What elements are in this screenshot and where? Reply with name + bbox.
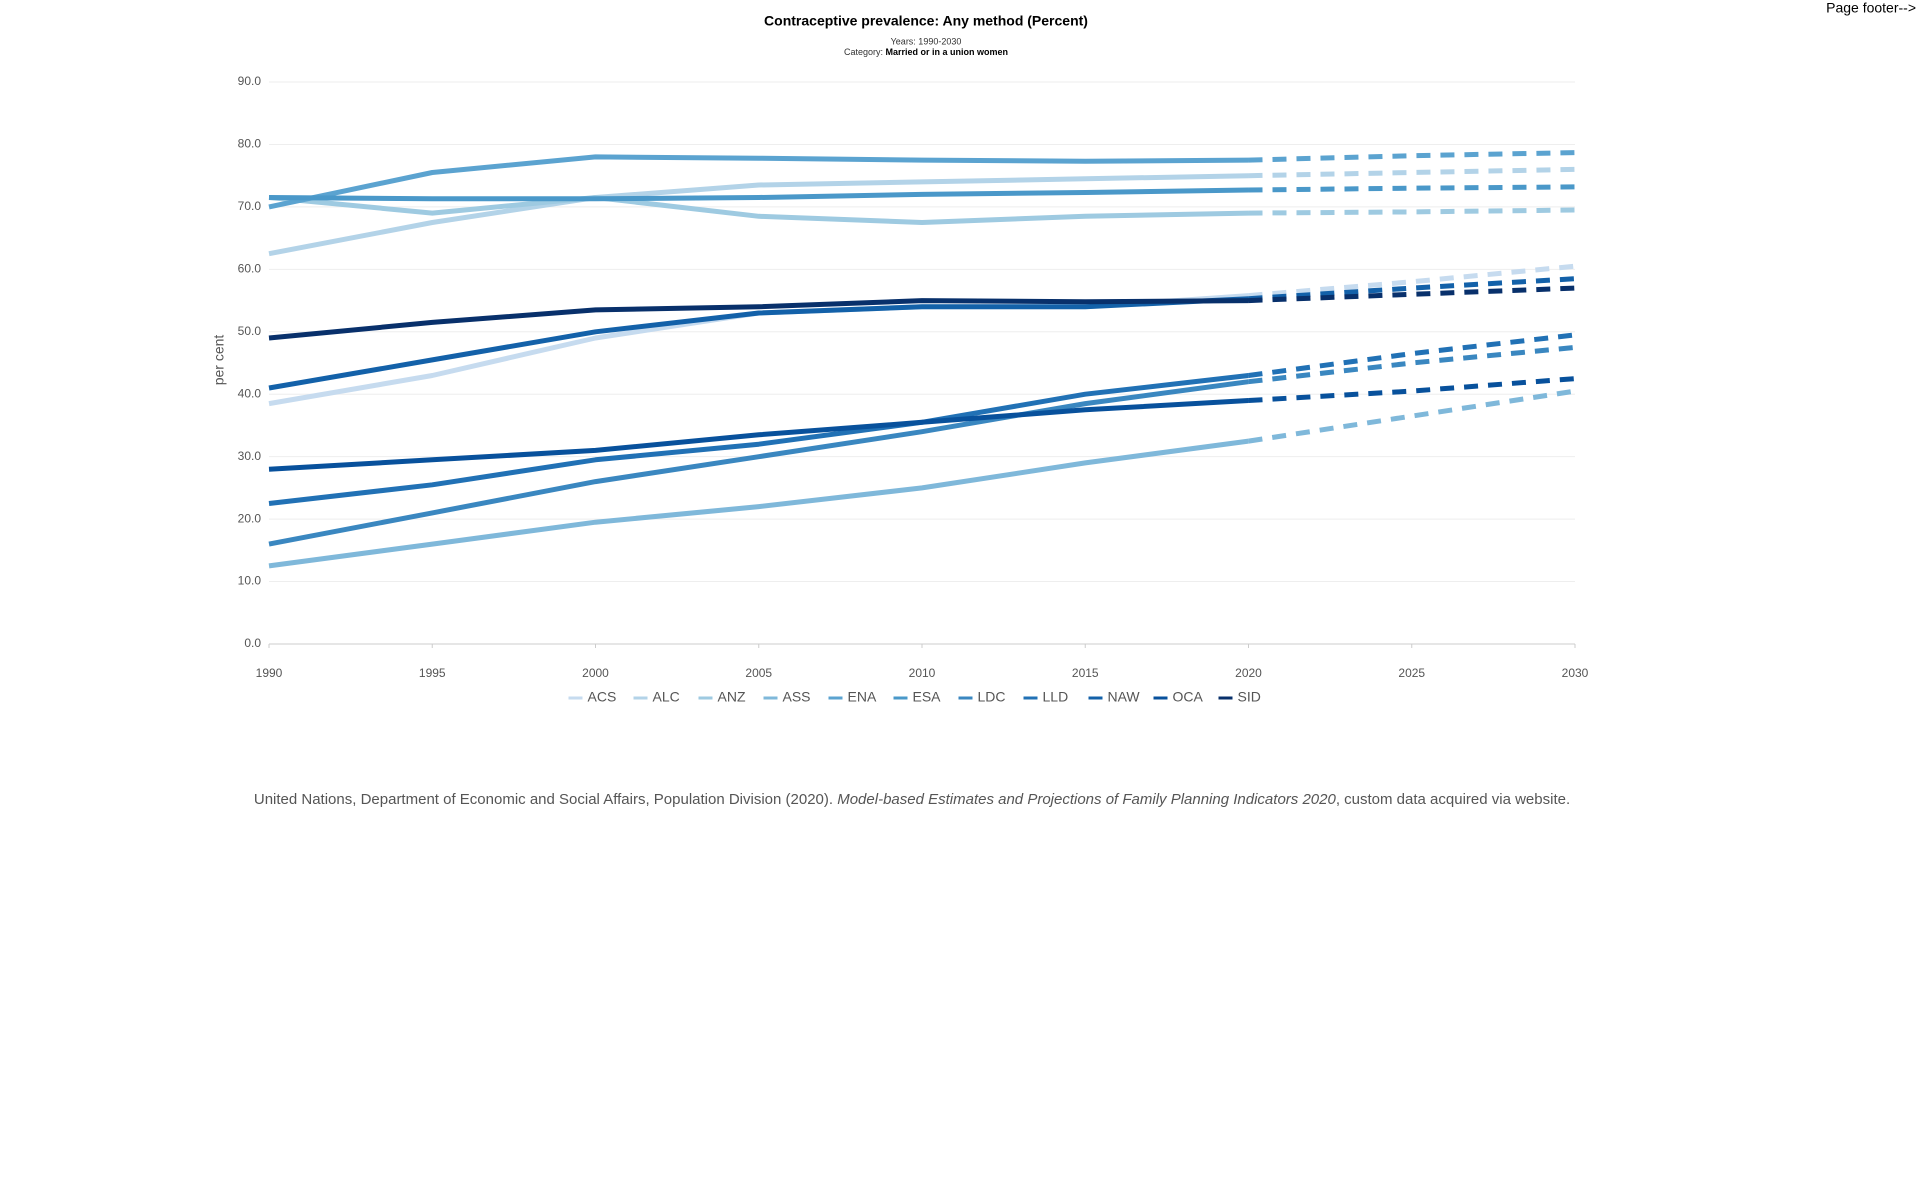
x-tick-label: 2020 — [1235, 666, 1262, 680]
series-line — [1248, 207, 1576, 216]
chart-title: Contraceptive prevalence: Any method (Pe… — [764, 13, 1088, 29]
series-line — [1248, 376, 1576, 403]
page-footer: Page footer--> — [1826, 0, 1916, 16]
series-line — [268, 173, 1249, 257]
series-line — [268, 298, 1249, 341]
source: United Nations, Department of Economic a… — [254, 791, 1570, 808]
category: Married or in a union women — [886, 47, 1009, 57]
y-tick-label: 70.0 — [238, 199, 262, 213]
series-line — [268, 379, 1249, 547]
series-line — [268, 438, 1249, 569]
series-line — [268, 373, 1249, 506]
y-tick-label: 60.0 — [238, 262, 262, 276]
source-text: , custom data acquired via website. — [1336, 791, 1570, 808]
legend-label: ENA — [848, 689, 877, 705]
series-line — [268, 398, 1249, 472]
x-tick-label: 2010 — [909, 666, 936, 680]
y-tick-label: 20.0 — [238, 511, 262, 525]
series-line — [1248, 263, 1576, 299]
series-line — [268, 296, 1249, 391]
series-line — [1248, 285, 1576, 304]
legend-label: LLD — [1043, 689, 1069, 705]
y-tick-label: 30.0 — [238, 449, 262, 463]
x-tick-label: 2015 — [1072, 666, 1099, 680]
source-text: United Nations, Department of Economic a… — [254, 791, 837, 808]
legend-label: ANZ — [718, 689, 746, 705]
x-tick-label: 2000 — [582, 666, 609, 680]
legend-label: OCA — [1173, 689, 1204, 705]
series-line — [1248, 332, 1576, 378]
series-line — [268, 187, 1249, 202]
legend-label: ACS — [588, 689, 617, 705]
legend-label: ESA — [913, 689, 942, 705]
legend-label: ALC — [653, 689, 680, 705]
y-tick-label: 10.0 — [238, 574, 262, 588]
chart-subtitle: Years: 1990-2030 — [891, 36, 962, 46]
y-tick-label: 50.0 — [238, 324, 262, 338]
x-tick-label: 1995 — [419, 666, 446, 680]
legend-label: LDC — [978, 689, 1006, 705]
series-line — [1248, 344, 1576, 385]
y-tick-label: 40.0 — [238, 386, 262, 400]
legend-label: SID — [1238, 689, 1261, 705]
legend-label: ASS — [783, 689, 811, 705]
category-label: Category: — [844, 47, 883, 57]
series-line — [1248, 150, 1576, 163]
y-tick-label: 90.0 — [238, 74, 262, 88]
y-tick-label: 80.0 — [238, 137, 262, 151]
series-line — [1248, 388, 1576, 444]
legend-label: NAW — [1108, 689, 1141, 705]
x-tick-label: 2030 — [1562, 666, 1589, 680]
x-tick-label: 2025 — [1398, 666, 1425, 680]
series-line — [268, 154, 1249, 210]
y-axis-label: per cent — [211, 335, 227, 386]
series-line — [1248, 166, 1576, 179]
x-tick-label: 1990 — [256, 666, 283, 680]
source-title: Model-based Estimates and Projections of… — [837, 791, 1336, 808]
y-tick-label: 0.0 — [244, 636, 261, 650]
x-tick-label: 2005 — [745, 666, 772, 680]
series-line — [268, 195, 1249, 225]
category-line: Category: Married or in a union women — [844, 47, 1008, 57]
series-line — [1248, 276, 1576, 302]
series-line — [1248, 184, 1576, 193]
